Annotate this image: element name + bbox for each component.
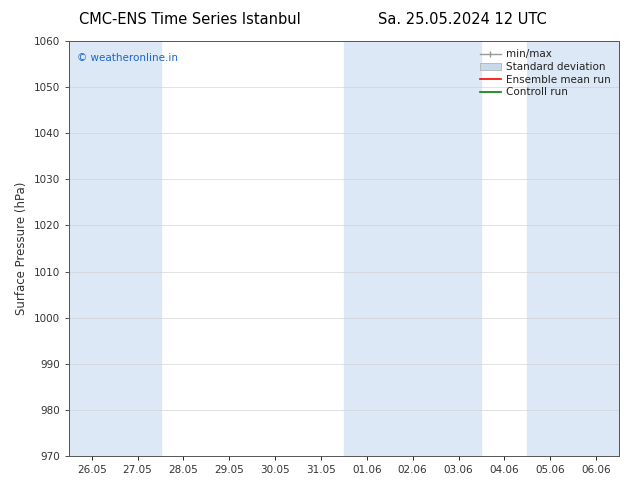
Text: Sa. 25.05.2024 12 UTC: Sa. 25.05.2024 12 UTC <box>378 12 547 27</box>
Bar <box>69 41 160 456</box>
Bar <box>344 41 481 456</box>
Text: CMC-ENS Time Series Istanbul: CMC-ENS Time Series Istanbul <box>79 12 301 27</box>
Y-axis label: Surface Pressure (hPa): Surface Pressure (hPa) <box>15 182 28 315</box>
Legend: min/max, Standard deviation, Ensemble mean run, Controll run: min/max, Standard deviation, Ensemble me… <box>477 46 614 100</box>
Bar <box>527 41 619 456</box>
Text: © weatheronline.in: © weatheronline.in <box>77 53 178 64</box>
